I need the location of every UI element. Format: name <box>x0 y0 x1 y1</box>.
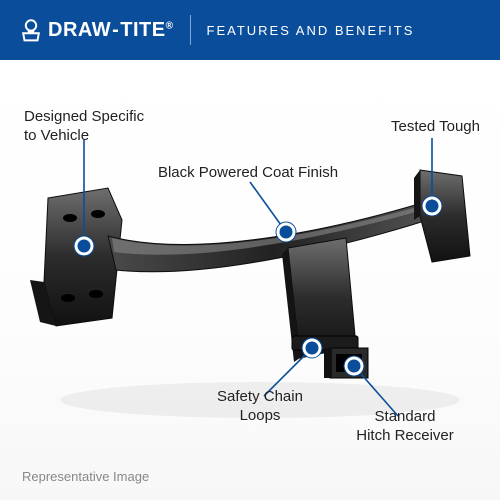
footer-note: Representative Image <box>22 469 149 484</box>
diagram-area: Designed Specificto Vehicle Black Powere… <box>0 60 500 500</box>
callout-finish: Black Powered Coat Finish <box>128 164 368 183</box>
brand-dash: - <box>112 19 119 41</box>
brand-text: DRAW-TITE® <box>48 19 174 42</box>
header-bar: DRAW-TITE® FEATURES AND BENEFITS <box>0 0 500 60</box>
brand-part1: DRAW <box>48 19 111 41</box>
header-tagline: FEATURES AND BENEFITS <box>207 23 415 38</box>
header-divider <box>190 15 191 45</box>
brand-logo: DRAW-TITE® <box>18 17 174 43</box>
hitch-ball-icon <box>18 17 44 43</box>
brand-registered: ® <box>166 20 174 31</box>
callout-designed: Designed Specificto Vehicle <box>24 108 174 146</box>
callout-loops: Safety ChainLoops <box>200 388 320 426</box>
callout-receiver: StandardHitch Receiver <box>340 408 470 446</box>
brand-part2: TITE <box>120 19 165 41</box>
callout-tested: Tested Tough <box>340 118 480 137</box>
